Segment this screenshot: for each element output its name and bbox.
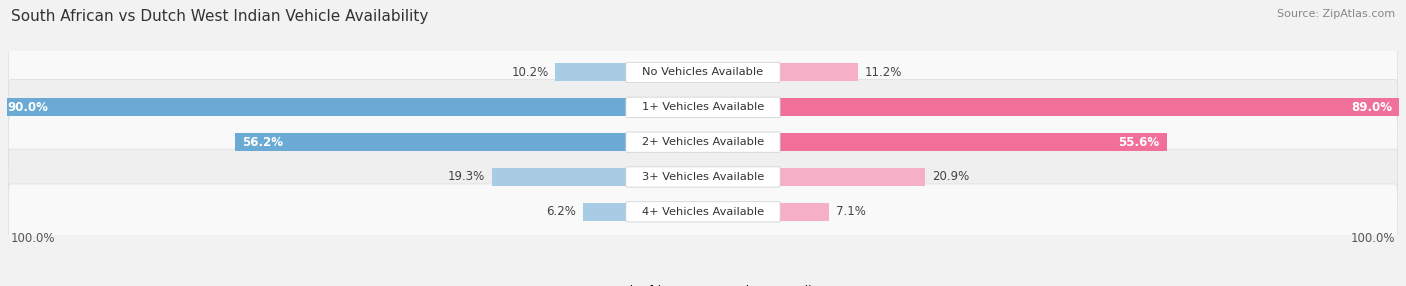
- Text: 100.0%: 100.0%: [10, 232, 55, 245]
- Text: 56.2%: 56.2%: [242, 136, 283, 149]
- Text: 11.2%: 11.2%: [865, 66, 901, 79]
- Text: 4+ Vehicles Available: 4+ Vehicles Available: [643, 207, 763, 217]
- FancyBboxPatch shape: [8, 149, 1398, 205]
- Bar: [492, 168, 627, 186]
- Text: 100.0%: 100.0%: [1351, 232, 1396, 245]
- Bar: [779, 203, 830, 221]
- Text: 7.1%: 7.1%: [837, 205, 866, 218]
- FancyBboxPatch shape: [626, 97, 780, 117]
- Legend: South African, Dutch West Indian: South African, Dutch West Indian: [579, 285, 827, 286]
- Bar: [779, 168, 925, 186]
- Text: 10.2%: 10.2%: [512, 66, 548, 79]
- FancyBboxPatch shape: [8, 114, 1398, 170]
- Text: Source: ZipAtlas.com: Source: ZipAtlas.com: [1277, 9, 1395, 19]
- Text: 6.2%: 6.2%: [547, 205, 576, 218]
- FancyBboxPatch shape: [8, 184, 1398, 240]
- Text: No Vehicles Available: No Vehicles Available: [643, 67, 763, 78]
- Bar: [583, 203, 627, 221]
- Bar: [779, 63, 858, 82]
- Text: 89.0%: 89.0%: [1351, 101, 1392, 114]
- Text: 55.6%: 55.6%: [1118, 136, 1160, 149]
- Bar: [555, 63, 627, 82]
- FancyBboxPatch shape: [8, 80, 1398, 135]
- FancyBboxPatch shape: [626, 132, 780, 152]
- Text: 19.3%: 19.3%: [449, 170, 485, 184]
- FancyBboxPatch shape: [626, 202, 780, 222]
- Bar: [779, 98, 1399, 116]
- Text: South African vs Dutch West Indian Vehicle Availability: South African vs Dutch West Indian Vehic…: [11, 9, 429, 23]
- Bar: [235, 133, 627, 151]
- Text: 2+ Vehicles Available: 2+ Vehicles Available: [643, 137, 763, 147]
- Bar: [0, 98, 627, 116]
- Text: 20.9%: 20.9%: [932, 170, 969, 184]
- FancyBboxPatch shape: [626, 167, 780, 187]
- FancyBboxPatch shape: [8, 45, 1398, 100]
- Text: 1+ Vehicles Available: 1+ Vehicles Available: [643, 102, 763, 112]
- Text: 90.0%: 90.0%: [7, 101, 48, 114]
- Bar: [779, 133, 1167, 151]
- FancyBboxPatch shape: [626, 62, 780, 82]
- Text: 3+ Vehicles Available: 3+ Vehicles Available: [643, 172, 763, 182]
